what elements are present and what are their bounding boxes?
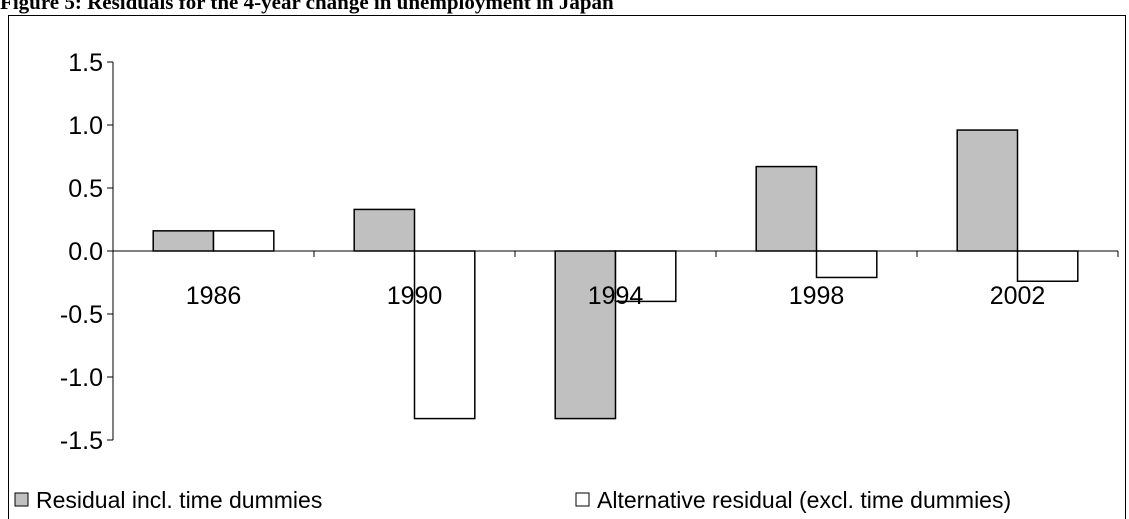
y-tick-label: -1.5: [60, 427, 103, 455]
x-tick-label: 1986: [186, 282, 242, 310]
bar: [212, 230, 275, 252]
legend-label: Alternative residual (excl. time dummies…: [597, 487, 1011, 513]
y-tick-label: 1.0: [68, 112, 103, 140]
y-tick-label: -0.5: [60, 301, 103, 329]
y-tick-label: 0.0: [68, 238, 103, 266]
y-tick-label: -1.0: [60, 364, 103, 392]
legend-swatch: [14, 492, 29, 507]
y-tick-label: 0.5: [68, 175, 103, 203]
x-tick-label: 1990: [387, 282, 443, 310]
legend-swatch: [575, 492, 590, 507]
y-tick-label: 1.5: [68, 49, 103, 77]
legend-label: Residual incl. time dummies: [36, 487, 322, 513]
bar: [413, 250, 476, 420]
x-tick-label: 1998: [789, 282, 845, 310]
bar: [152, 230, 215, 252]
x-tick-label: 2002: [990, 282, 1046, 310]
bar: [353, 208, 416, 252]
chart-title: Figure 5: Residuals for the 4-year chang…: [0, 0, 614, 14]
chart-border: [8, 15, 1126, 519]
x-tick-label: 1994: [588, 282, 644, 310]
bar: [755, 165, 818, 252]
bar: [815, 250, 878, 279]
bar: [956, 129, 1019, 252]
bar: [1016, 250, 1079, 282]
bar: [554, 250, 617, 420]
